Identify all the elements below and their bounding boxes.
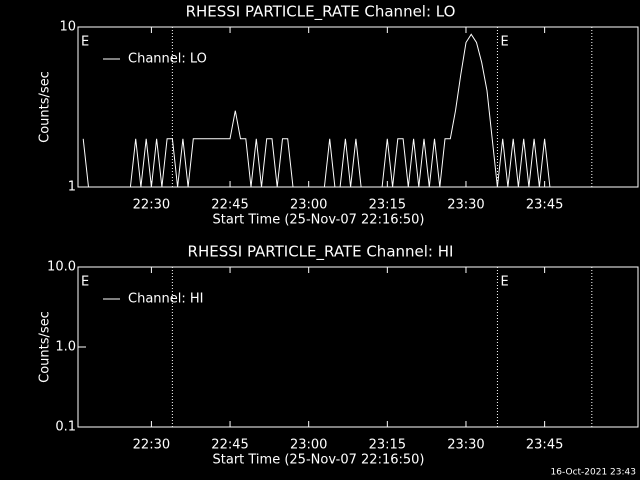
y-axis-label: Counts/sec bbox=[38, 71, 53, 143]
legend-label: Channel: LO bbox=[128, 52, 207, 67]
x-tick-label: 22:30 bbox=[133, 438, 170, 453]
x-tick-label: 23:45 bbox=[526, 198, 563, 213]
x-axis-label: Start Time (25-Nov-07 22:16:50) bbox=[213, 453, 425, 468]
legend-label: Channel: HI bbox=[128, 292, 204, 307]
y-tick-label: 10.0 bbox=[47, 260, 76, 275]
y-tick-label: 0.1 bbox=[55, 420, 76, 435]
x-tick-label: 23:45 bbox=[526, 438, 563, 453]
flag-label: E bbox=[500, 275, 508, 290]
data-line bbox=[82, 33, 551, 188]
plot-frame bbox=[77, 26, 639, 188]
y-tick-label: 1.0 bbox=[55, 340, 76, 355]
y-tick-label: 1 bbox=[68, 180, 76, 195]
footer: 16-Oct-2021 23:43 bbox=[551, 468, 636, 478]
y-axis-label: Counts/sec bbox=[38, 311, 53, 383]
x-tick-label: 23:15 bbox=[369, 438, 406, 453]
y-tick-label: 10 bbox=[59, 20, 76, 35]
x-tick-label: 23:00 bbox=[290, 438, 327, 453]
x-axis-label: Start Time (25-Nov-07 22:16:50) bbox=[213, 213, 425, 228]
flag-label: E bbox=[500, 35, 508, 50]
chart-title: RHESSI PARTICLE_RATE Channel: HI bbox=[188, 243, 454, 262]
x-tick-label: 22:45 bbox=[211, 438, 248, 453]
x-tick-label: 23:15 bbox=[369, 198, 406, 213]
x-tick-label: 23:30 bbox=[447, 438, 484, 453]
flag-label: E bbox=[81, 35, 89, 50]
flag-label: E bbox=[81, 275, 89, 290]
x-tick-label: 23:30 bbox=[447, 198, 484, 213]
x-tick-label: 23:00 bbox=[290, 198, 327, 213]
chart-title: RHESSI PARTICLE_RATE Channel: LO bbox=[186, 3, 456, 22]
x-tick-label: 22:45 bbox=[211, 198, 248, 213]
x-tick-label: 22:30 bbox=[133, 198, 170, 213]
